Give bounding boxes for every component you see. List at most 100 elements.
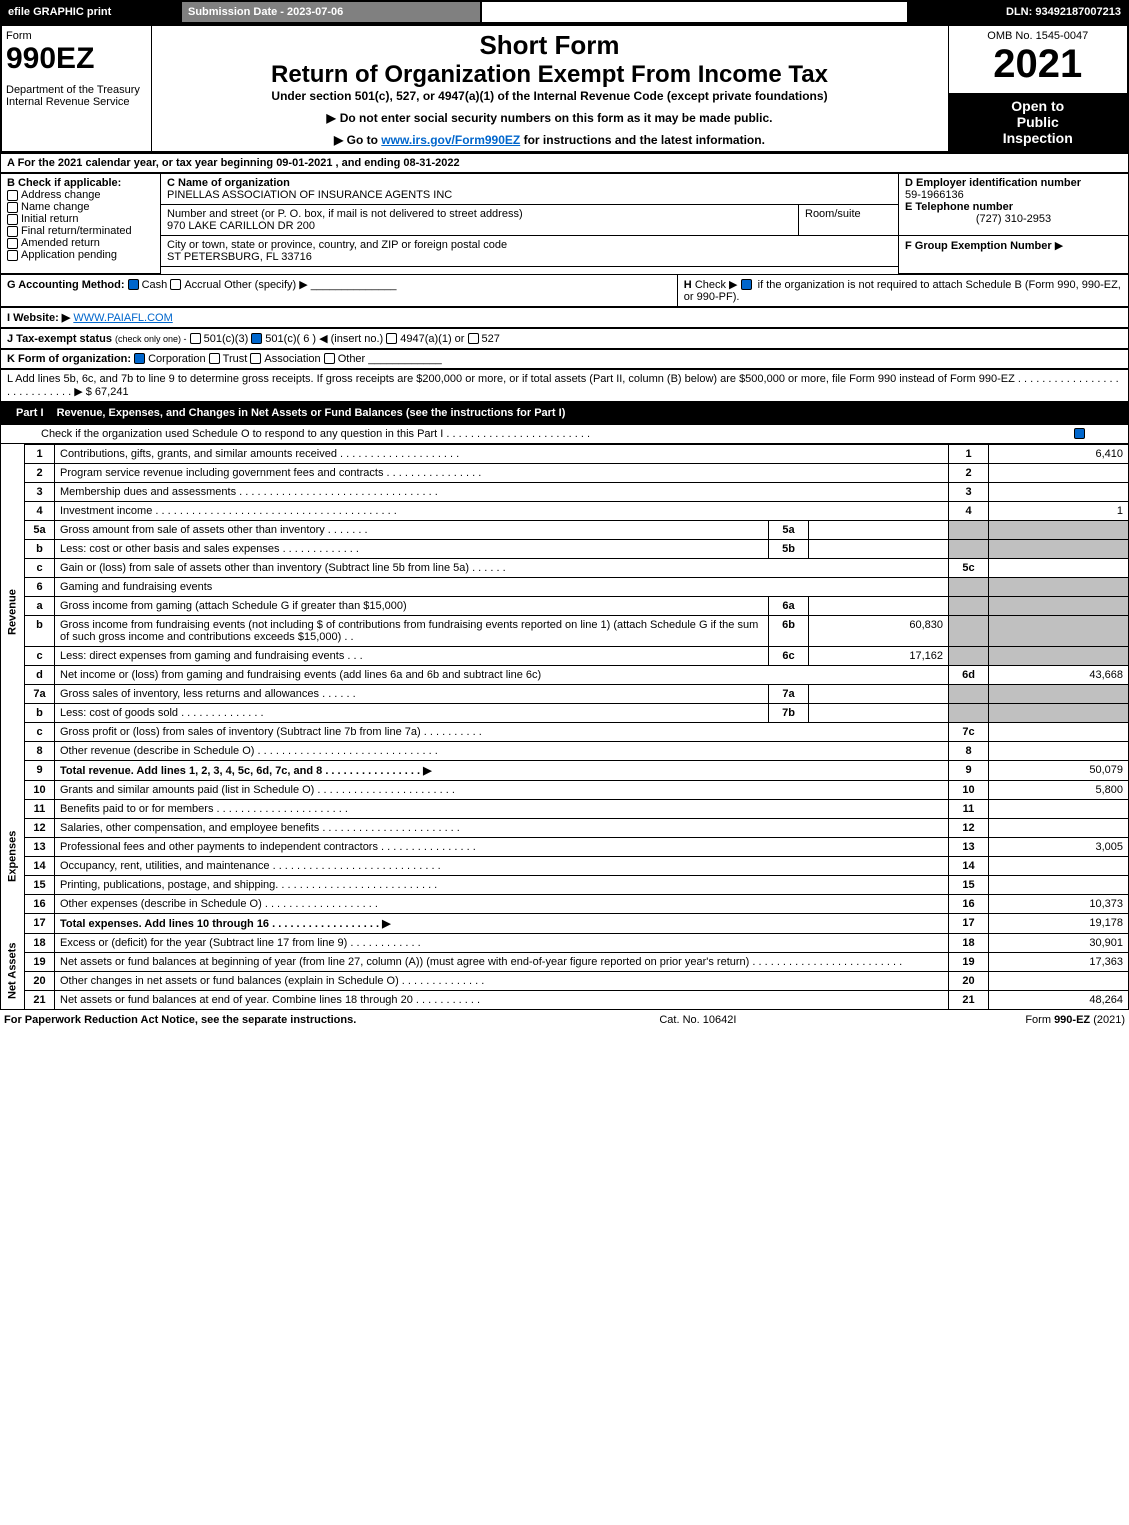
grey-val: [989, 646, 1129, 665]
open-line3: Inspection: [953, 130, 1124, 146]
cb-label: Amended return: [21, 237, 100, 249]
checkbox-4947[interactable]: [386, 333, 397, 344]
h-check: Check ▶: [695, 279, 738, 291]
line-desc: Program service revenue including govern…: [55, 463, 949, 482]
line-value: [989, 818, 1129, 837]
line-desc: Gross income from gaming (attach Schedul…: [55, 596, 769, 615]
website-link[interactable]: WWW.PAIAFL.COM: [73, 312, 172, 324]
j-opt: 501(c)(3): [204, 333, 249, 345]
checkbox-application-pending[interactable]: [7, 250, 18, 261]
checkbox-corp[interactable]: [134, 353, 145, 364]
line-value: 50,079: [989, 760, 1129, 780]
inner-value: [809, 684, 949, 703]
opt-cash: Cash: [142, 279, 168, 291]
footer-left: For Paperwork Reduction Act Notice, see …: [4, 1014, 356, 1026]
line-box: 9: [949, 760, 989, 780]
c-name-label: C Name of organization: [167, 177, 290, 189]
row-k: K Form of organization: Corporation Trus…: [0, 349, 1129, 369]
org-name: PINELLAS ASSOCIATION OF INSURANCE AGENTS…: [167, 189, 452, 201]
inner-box: 7b: [769, 703, 809, 722]
checkbox-527[interactable]: [468, 333, 479, 344]
top-bar: efile GRAPHIC print Submission Date - 20…: [0, 0, 1129, 24]
inner-value: [809, 539, 949, 558]
line-value: 43,668: [989, 665, 1129, 684]
line-num: 2: [25, 463, 55, 482]
line-value: [989, 856, 1129, 875]
section-d-e: D Employer identification number 59-1966…: [899, 174, 1129, 236]
grey-val: [989, 703, 1129, 722]
line-value: 1: [989, 501, 1129, 520]
cb-label: Final return/terminated: [21, 225, 132, 237]
line-box: 16: [949, 894, 989, 913]
line-num: 21: [25, 990, 55, 1009]
efile-label[interactable]: efile GRAPHIC print: [1, 1, 181, 23]
checkbox-accrual[interactable]: [170, 279, 181, 290]
line-desc: Net assets or fund balances at beginning…: [55, 952, 949, 971]
k-label: K Form of organization:: [7, 353, 131, 365]
inner-box: 5a: [769, 520, 809, 539]
goto-line: Go to www.irs.gov/Form990EZ for instruct…: [156, 125, 944, 147]
line-box: 7c: [949, 722, 989, 741]
line-num: c: [25, 558, 55, 577]
line-box: 5c: [949, 558, 989, 577]
line-desc: Other changes in net assets or fund bala…: [55, 971, 949, 990]
grey-box: [949, 539, 989, 558]
line-desc: Gross profit or (loss) from sales of inv…: [55, 722, 949, 741]
checkbox-initial-return[interactable]: [7, 214, 18, 225]
checkbox-cash[interactable]: [128, 279, 139, 290]
dept: Department of the Treasury: [6, 84, 147, 96]
line-value: [989, 741, 1129, 760]
line-box: 17: [949, 913, 989, 933]
checkbox-trust[interactable]: [209, 353, 220, 364]
part1-header: Part I Revenue, Expenses, and Changes in…: [0, 402, 1129, 424]
line-num: 17: [25, 913, 55, 933]
footer-cat: Cat. No. 10642I: [659, 1014, 736, 1026]
line-box: 19: [949, 952, 989, 971]
line-desc: Less: direct expenses from gaming and fu…: [55, 646, 769, 665]
spacer: [481, 1, 908, 23]
part1-table: Revenue 1 Contributions, gifts, grants, …: [0, 444, 1129, 1010]
goto-link[interactable]: www.irs.gov/Form990EZ: [381, 133, 520, 147]
open-line1: Open to: [953, 98, 1124, 114]
checkbox-sched-o[interactable]: [1074, 428, 1085, 439]
line-num: 1: [25, 444, 55, 463]
grey-box: [949, 577, 989, 596]
line-num: b: [25, 615, 55, 646]
do-not-ssn: Do not enter social security numbers on …: [156, 103, 944, 125]
checkbox-name-change[interactable]: [7, 202, 18, 213]
part1-note: (see the instructions for Part I): [406, 407, 566, 419]
line-num: a: [25, 596, 55, 615]
opt-other: Other (specify) ▶: [224, 279, 308, 291]
inner-box: 6c: [769, 646, 809, 665]
line-desc: Occupancy, rent, utilities, and maintena…: [55, 856, 949, 875]
checkbox-501c[interactable]: [251, 333, 262, 344]
line-desc: Gross sales of inventory, less returns a…: [55, 684, 769, 703]
line-box: 21: [949, 990, 989, 1009]
opt-accrual: Accrual: [184, 279, 221, 291]
checkbox-other[interactable]: [324, 353, 335, 364]
arrow-icon: [1055, 240, 1063, 252]
checkbox-final-return[interactable]: [7, 226, 18, 237]
line-value: [989, 482, 1129, 501]
line-value: [989, 558, 1129, 577]
section-c-city: City or town, state or province, country…: [161, 236, 899, 267]
checkbox-sched-b[interactable]: [741, 279, 752, 290]
g-label: G Accounting Method:: [7, 279, 125, 291]
checkbox-assoc[interactable]: [250, 353, 261, 364]
checkbox-address-change[interactable]: [7, 190, 18, 201]
spacer: [161, 267, 899, 274]
l17-desc: Total expenses. Add lines 10 through 16 …: [60, 918, 391, 930]
footer-right: Form 990-EZ (2021): [1025, 1014, 1125, 1026]
gh-row: G Accounting Method: Cash Accrual Other …: [0, 274, 1129, 307]
city: ST PETERSBURG, FL 33716: [167, 251, 312, 263]
checkbox-501c3[interactable]: [190, 333, 201, 344]
line-box: 10: [949, 780, 989, 799]
street: 970 LAKE CARILLON DR 200: [167, 220, 315, 232]
checkbox-amended-return[interactable]: [7, 238, 18, 249]
row-j: J Tax-exempt status (check only one) - 5…: [0, 328, 1129, 349]
open-to-public: Open to Public Inspection: [948, 93, 1128, 152]
netassets-side-label: Net Assets: [1, 933, 25, 1009]
line-num: 6: [25, 577, 55, 596]
line-value: 6,410: [989, 444, 1129, 463]
row-l: L Add lines 5b, 6c, and 7b to line 9 to …: [0, 369, 1129, 402]
